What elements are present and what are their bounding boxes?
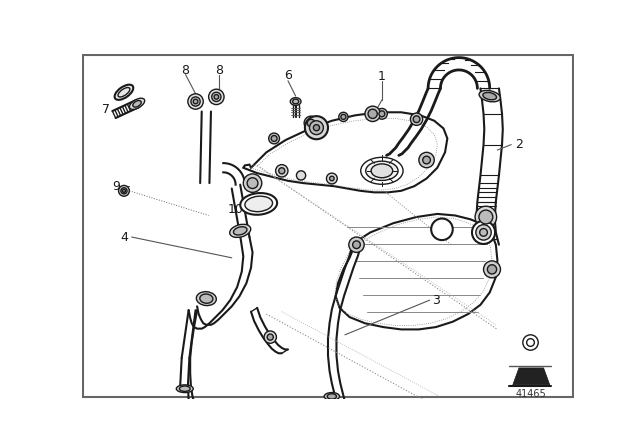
Circle shape: [243, 174, 262, 192]
Circle shape: [314, 125, 319, 131]
Circle shape: [472, 221, 495, 244]
Ellipse shape: [245, 196, 273, 211]
Text: 1: 1: [378, 70, 386, 83]
Circle shape: [488, 265, 497, 274]
Text: 6: 6: [284, 69, 292, 82]
Ellipse shape: [371, 164, 393, 178]
Ellipse shape: [200, 294, 213, 303]
Circle shape: [209, 89, 224, 104]
Ellipse shape: [361, 157, 403, 184]
Circle shape: [330, 176, 334, 181]
Text: 11: 11: [372, 164, 388, 177]
Ellipse shape: [115, 85, 133, 100]
Circle shape: [307, 119, 315, 127]
Ellipse shape: [324, 392, 340, 400]
Circle shape: [296, 171, 306, 180]
Circle shape: [279, 168, 285, 174]
Text: 4: 4: [120, 231, 128, 244]
Circle shape: [475, 206, 497, 228]
Ellipse shape: [234, 227, 247, 235]
Ellipse shape: [327, 394, 337, 399]
Circle shape: [326, 173, 337, 184]
Ellipse shape: [179, 386, 190, 392]
Circle shape: [476, 225, 492, 240]
Polygon shape: [243, 112, 447, 192]
Text: 41465: 41465: [515, 389, 546, 399]
Circle shape: [379, 111, 385, 117]
Circle shape: [305, 116, 328, 139]
Circle shape: [271, 135, 277, 142]
Circle shape: [269, 133, 280, 144]
Ellipse shape: [230, 224, 251, 237]
Circle shape: [410, 113, 422, 125]
Polygon shape: [513, 368, 550, 385]
Circle shape: [413, 116, 420, 123]
Circle shape: [193, 99, 198, 104]
Ellipse shape: [129, 98, 145, 109]
Circle shape: [310, 121, 323, 134]
Circle shape: [479, 210, 493, 224]
Circle shape: [188, 94, 204, 109]
Circle shape: [118, 185, 129, 196]
Circle shape: [349, 237, 364, 252]
Ellipse shape: [483, 92, 497, 100]
Text: 2: 2: [515, 138, 523, 151]
Circle shape: [267, 334, 273, 340]
Circle shape: [365, 106, 380, 121]
Ellipse shape: [176, 385, 193, 392]
Circle shape: [339, 112, 348, 121]
Circle shape: [484, 261, 500, 278]
Ellipse shape: [291, 98, 301, 105]
Text: 10: 10: [228, 203, 244, 216]
Circle shape: [353, 241, 360, 249]
Text: 7: 7: [102, 103, 110, 116]
Ellipse shape: [292, 99, 299, 104]
Circle shape: [304, 116, 318, 130]
Circle shape: [431, 219, 452, 240]
Polygon shape: [336, 214, 497, 329]
Circle shape: [214, 95, 219, 99]
Text: 3: 3: [432, 293, 440, 307]
Text: 9: 9: [112, 180, 120, 193]
Circle shape: [191, 97, 200, 106]
Circle shape: [376, 108, 387, 119]
Ellipse shape: [479, 90, 500, 102]
Circle shape: [422, 156, 431, 164]
Circle shape: [368, 109, 378, 118]
Circle shape: [212, 92, 221, 102]
Ellipse shape: [240, 193, 277, 215]
Text: 5: 5: [438, 223, 446, 236]
Circle shape: [276, 165, 288, 177]
Circle shape: [341, 114, 346, 120]
Ellipse shape: [133, 100, 141, 107]
Text: 8: 8: [182, 64, 189, 77]
Circle shape: [247, 178, 258, 189]
Circle shape: [264, 331, 276, 343]
Circle shape: [419, 152, 435, 168]
Circle shape: [122, 189, 125, 192]
Ellipse shape: [365, 161, 398, 181]
Circle shape: [121, 188, 127, 194]
Circle shape: [523, 335, 538, 350]
Circle shape: [480, 228, 488, 236]
Ellipse shape: [196, 292, 216, 306]
Text: 8: 8: [214, 64, 223, 77]
